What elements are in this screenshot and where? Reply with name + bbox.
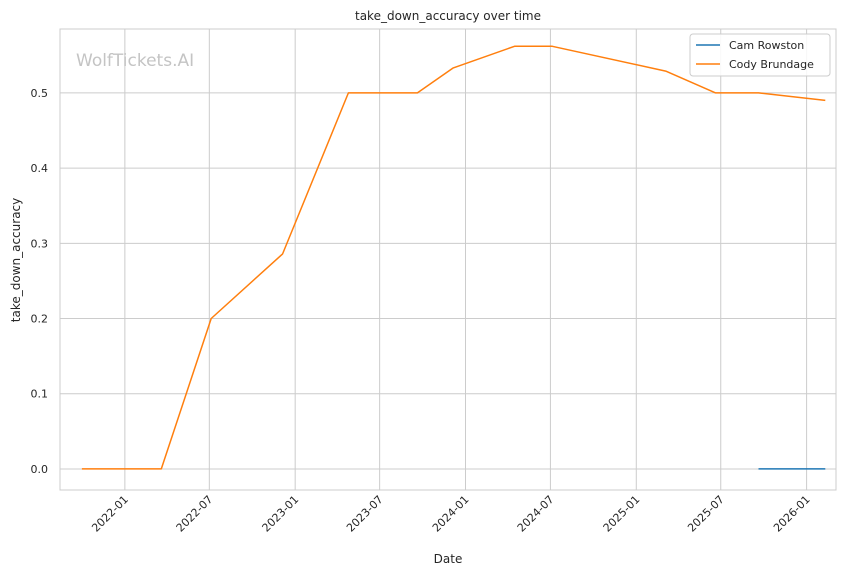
y-tick-label: 0.4 bbox=[31, 162, 49, 175]
legend-box bbox=[689, 33, 831, 77]
legend: Cam Rowston Cody Brundage bbox=[689, 33, 831, 77]
legend-label-cody-brundage: Cody Brundage bbox=[729, 58, 814, 71]
legend-label-cam-rowston: Cam Rowston bbox=[729, 39, 804, 52]
y-tick-label: 0.1 bbox=[31, 388, 49, 401]
y-tick-label: 0.0 bbox=[31, 463, 49, 476]
watermark: WolfTickets.AI bbox=[76, 51, 194, 71]
plot-area-frame bbox=[59, 28, 837, 491]
series-line-cody-brundage bbox=[81, 45, 826, 470]
grid bbox=[60, 29, 836, 490]
x-axis-label: Date bbox=[434, 552, 463, 566]
series-layer bbox=[81, 45, 826, 470]
y-tick-label: 0.3 bbox=[31, 237, 49, 250]
y-tick-label: 0.5 bbox=[31, 87, 49, 100]
y-axis-label: take_down_accuracy bbox=[9, 198, 23, 322]
y-tick-label: 0.2 bbox=[31, 313, 49, 326]
chart-title: take_down_accuracy over time bbox=[355, 9, 541, 23]
